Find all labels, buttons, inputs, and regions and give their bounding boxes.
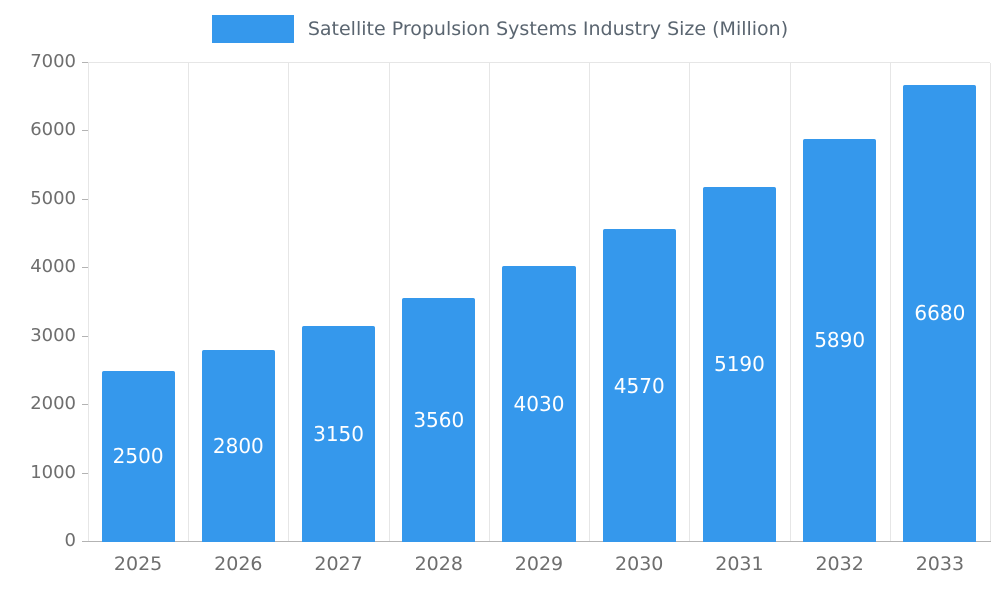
x-axis-label: 2032 (815, 553, 864, 575)
bar-value-label: 3560 (413, 408, 465, 433)
gridline-vertical (589, 63, 591, 542)
bar-2026[interactable]: 2800 (201, 350, 275, 542)
y-axis-label: 4000 (30, 256, 76, 278)
x-axis-label: 2029 (514, 553, 564, 575)
gridline-vertical (388, 63, 390, 542)
y-axis-tick (82, 472, 88, 474)
bar-value-label: 2500 (112, 444, 164, 469)
y-axis-tick (82, 404, 88, 406)
y-axis-tick (82, 198, 88, 200)
bar-value-label: 5890 (814, 328, 866, 353)
gridline-vertical (88, 63, 89, 542)
bar-2031[interactable]: 5190 (702, 186, 777, 542)
y-axis-label: 0 (64, 530, 76, 551)
bar-value-label: 5190 (713, 352, 765, 377)
gridline-vertical (288, 63, 290, 542)
y-axis-label: 1000 (30, 461, 76, 483)
y-axis-tick (82, 541, 88, 542)
bar-value-label: 6680 (914, 301, 966, 326)
y-axis-tick (82, 267, 88, 269)
x-axis-label: 2028 (414, 553, 463, 575)
bar-2027[interactable]: 3150 (301, 326, 376, 542)
x-axis-label: 2031 (715, 553, 764, 575)
bar-2025[interactable]: 2500 (101, 370, 175, 542)
y-axis-label: 3000 (30, 324, 76, 346)
y-axis-tick (82, 335, 88, 337)
x-axis-label: 2027 (314, 553, 363, 575)
x-axis-label: 2025 (113, 553, 163, 575)
chart-title: Satellite Propulsion Systems Industry Si… (307, 18, 789, 40)
y-axis-label: 2000 (30, 393, 76, 415)
gridline-vertical (488, 63, 490, 542)
gridline-vertical (990, 63, 991, 542)
gridline-vertical (889, 63, 891, 542)
y-axis-label: 6000 (30, 119, 76, 141)
legend-swatch (211, 15, 294, 43)
gridline-vertical (789, 63, 791, 542)
x-axis-label: 2033 (915, 553, 965, 575)
bar-2032[interactable]: 5890 (803, 138, 877, 542)
gridline-vertical (188, 63, 190, 542)
x-axis-label: 2030 (615, 553, 664, 575)
gridline-vertical (689, 63, 691, 542)
bar-value-label: 4030 (513, 392, 565, 417)
chart-legend[interactable]: Satellite Propulsion Systems Industry Si… (0, 15, 1000, 43)
bar-2033[interactable]: 6680 (903, 84, 977, 542)
y-axis-tick (82, 62, 88, 63)
bar-2030[interactable]: 4570 (602, 229, 676, 542)
x-axis-label: 2026 (214, 553, 263, 575)
y-axis-label: 7000 (30, 51, 76, 72)
bar-value-label: 4570 (613, 373, 665, 398)
y-axis-label: 5000 (30, 187, 76, 209)
bar-value-label: 3150 (313, 422, 364, 447)
y-axis-tick (82, 130, 88, 132)
bar-2029[interactable]: 4030 (502, 266, 576, 542)
plot-area: 2500 2800 3150 3560 4030 4570 5190 5890 6680 (88, 62, 991, 542)
bar-2028[interactable]: 3560 (402, 298, 476, 542)
bar-value-label: 2800 (212, 434, 264, 459)
